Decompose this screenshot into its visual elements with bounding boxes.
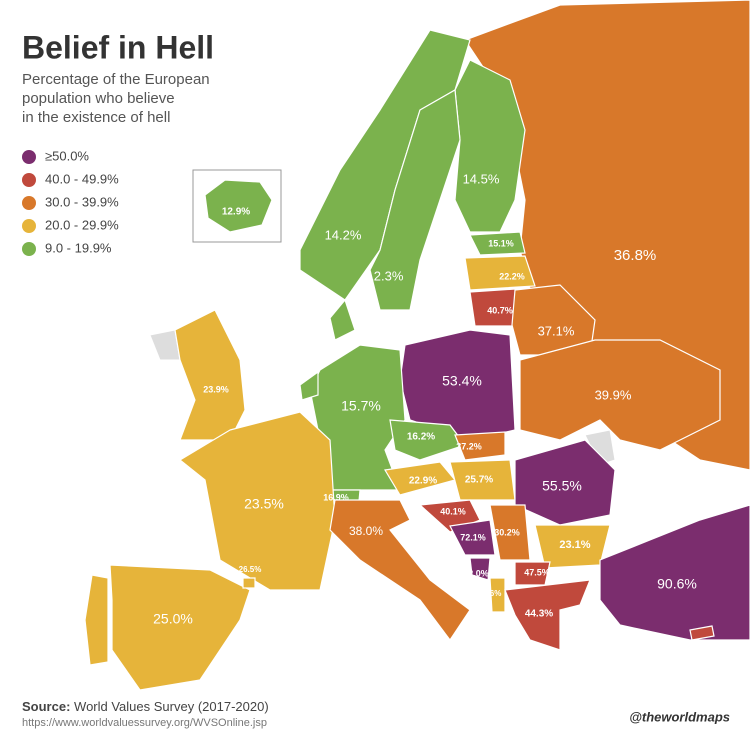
legend-label: 40.0 - 49.9% (45, 171, 119, 186)
region-label: 9.4% (303, 317, 324, 327)
region-label: 12.9% (222, 207, 250, 218)
region-label: 39.9% (595, 387, 632, 402)
country (109, 564, 251, 691)
region-label: 52.0% (463, 568, 489, 578)
country (489, 504, 531, 561)
region-label: 38.0% (349, 524, 383, 538)
region-label: 25.0% (153, 611, 193, 627)
country (504, 579, 591, 651)
region-label: 30.2% (494, 527, 520, 537)
country (84, 574, 109, 666)
country (329, 499, 471, 642)
region-label: 12.9% (272, 366, 298, 376)
source-label: Source: (22, 699, 70, 714)
region-label: 22.9% (409, 476, 437, 487)
region-label: 15.1% (488, 238, 514, 248)
subtitle: Percentage of the European (22, 71, 210, 88)
region-label: 23.5% (244, 496, 284, 512)
region-label: 37.2% (456, 441, 482, 451)
region-label: 40.7% (487, 305, 513, 315)
country (204, 179, 273, 233)
country (489, 577, 506, 613)
country (454, 431, 506, 461)
region-label: 23.1% (559, 539, 590, 551)
country (178, 411, 336, 591)
country (464, 255, 536, 291)
region-label: 40.1% (440, 506, 466, 516)
legend-swatch (22, 150, 36, 164)
legend-swatch (22, 196, 36, 210)
region-label: 14.2% (325, 227, 362, 242)
legend-label: ≥50.0% (45, 148, 89, 163)
country (299, 370, 319, 401)
region-label: 37.1% (538, 323, 575, 338)
country (242, 577, 256, 589)
legend-label: 20.0 - 29.9% (45, 217, 119, 232)
region-label: 49.5% (696, 641, 719, 650)
country (519, 339, 721, 451)
legend-label: 9.0 - 19.9% (45, 240, 112, 255)
region-label: 26.1% (56, 600, 87, 612)
legend: ≥50.0% 40.0 - 49.9% 30.0 - 39.9% 20.0 - 29.… (22, 148, 119, 256)
legend-swatch (22, 173, 36, 187)
land (84, 0, 750, 691)
legend-label: 30.0 - 39.9% (45, 194, 119, 209)
country (469, 557, 491, 581)
region-label: 12.3% (367, 268, 404, 283)
region-label: 36.8% (614, 247, 657, 264)
subtitle: in the existence of hell (22, 109, 170, 126)
region-label: 15.7% (341, 398, 381, 414)
region-label: 22.2% (499, 271, 525, 281)
country (389, 419, 466, 461)
region-label: 16.9% (323, 492, 349, 502)
region-label: 44.3% (525, 609, 553, 620)
region-label: 53.4% (442, 373, 482, 389)
region-label: 16.2% (407, 432, 435, 443)
country (469, 231, 526, 256)
region-label: 25.7% (465, 475, 493, 486)
iceland-inset (192, 169, 282, 243)
country (689, 625, 715, 641)
title: Belief in Hell (22, 29, 214, 65)
legend-swatch (22, 219, 36, 233)
country (599, 504, 750, 641)
country (329, 298, 356, 341)
footer-source: Source: World Values Survey (2017-2020) (22, 699, 269, 714)
region-label: 55.5% (542, 478, 582, 494)
region-label: 14.5% (463, 171, 500, 186)
country (449, 519, 496, 556)
region-label: 22.6% (479, 589, 502, 598)
region-label: 90.6% (657, 576, 697, 592)
region-label: 23.9% (203, 384, 229, 394)
labels: 36.8% 14.5% 14.2% 12.3% 12.9% 15.1% 22.2% 40.7%… (56, 171, 718, 650)
legend-swatch (22, 242, 36, 256)
region-label: 72.1% (460, 532, 486, 542)
subtitle: population who believe (22, 90, 175, 107)
country (369, 89, 461, 311)
region-label: 26.5% (239, 565, 262, 574)
credit: @theworldmaps (629, 709, 730, 724)
source: World Values Survey (2017-2020) (74, 699, 269, 714)
region-label: 47.5% (524, 567, 550, 577)
footer-url: https://www.worldvaluessurvey.org/WVSOnl… (22, 717, 267, 729)
